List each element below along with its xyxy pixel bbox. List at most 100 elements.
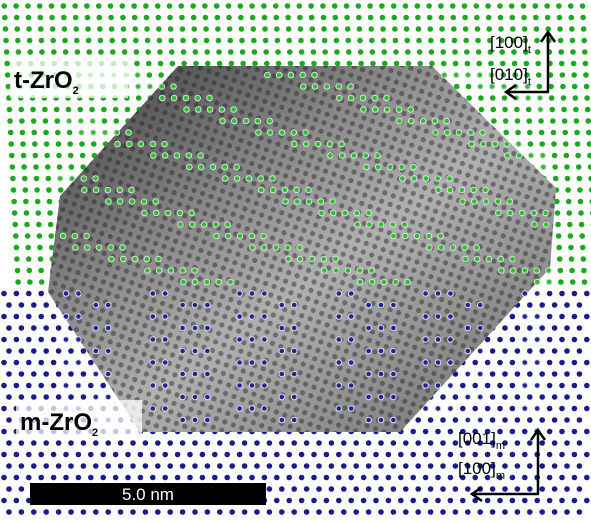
atom-dot (440, 486, 446, 492)
atom-dot (205, 61, 211, 67)
atom-dot (27, 49, 33, 55)
atom-dot (267, 440, 273, 446)
atom-dot (192, 463, 198, 469)
atom-dot (353, 486, 359, 492)
atom-dot (205, 463, 211, 469)
atom-dot (381, 279, 387, 285)
atom-dot (348, 337, 354, 343)
atom-dot (168, 38, 174, 44)
atom-dot (472, 383, 478, 389)
atom-dot (270, 187, 276, 193)
atom-dot (560, 84, 566, 90)
atom-dot (130, 509, 136, 515)
atom-dot (527, 509, 533, 515)
atom-dot (353, 463, 359, 469)
atom-dot (101, 107, 107, 113)
atom-dot (496, 210, 502, 216)
atom-dot (242, 509, 248, 515)
atom-dot (577, 417, 583, 423)
atom-dot (478, 95, 484, 101)
atom-dot (143, 3, 149, 9)
atom-dot (522, 452, 528, 458)
atom-dot (527, 440, 533, 446)
atom-dot (527, 371, 533, 377)
atom-dot (448, 337, 454, 343)
atom-dot (509, 15, 515, 21)
atom-dot (358, 61, 364, 67)
atom-dot (316, 463, 322, 469)
atom-dot (31, 325, 37, 331)
atom-dot (360, 95, 366, 101)
atom-dot (515, 486, 521, 492)
atom-dot (448, 498, 454, 504)
atom-dot (348, 314, 354, 320)
atom-dot (336, 360, 342, 366)
atom-dot (490, 95, 496, 101)
atom-dot (303, 130, 309, 136)
atom-dot (222, 164, 228, 170)
atom-dot (552, 486, 558, 492)
atom-dot (368, 26, 374, 32)
atom-dot (93, 509, 99, 515)
atom-dot (86, 49, 92, 55)
atom-dot (231, 118, 237, 124)
atom-dot (288, 61, 294, 67)
atom-dot (465, 72, 471, 78)
atom-dot (415, 3, 421, 9)
atom-dot (217, 440, 223, 446)
atom-dot (207, 95, 213, 101)
atom-dot (56, 440, 62, 446)
atom-dot (38, 337, 44, 343)
atom-dot (491, 118, 497, 124)
atom-dot (538, 107, 544, 113)
atom-dot (68, 440, 74, 446)
atom-dot (348, 406, 354, 412)
atom-dot (464, 49, 470, 55)
atom-dot (497, 498, 503, 504)
atom-dot (577, 463, 583, 469)
atom-dot (403, 509, 409, 515)
atom-dot (162, 153, 168, 159)
atom-dot (435, 176, 441, 182)
atom-dot (220, 118, 226, 124)
atom-dot (405, 49, 411, 55)
atom-dot (393, 38, 399, 44)
atom-dot (1, 383, 7, 389)
atom-dot (477, 417, 483, 423)
atom-dot (378, 325, 384, 331)
atom-dot (33, 153, 39, 159)
atom-dot (122, 49, 128, 55)
atom-dot (105, 371, 111, 377)
atom-dot (381, 38, 387, 44)
atom-dot (263, 49, 269, 55)
atom-dot (569, 26, 575, 32)
atom-dot (66, 118, 72, 124)
atom-dot (334, 38, 340, 44)
atom-dot (402, 222, 408, 228)
atom-dot (378, 440, 384, 446)
atom-dot (240, 49, 246, 55)
atom-dot (67, 130, 73, 136)
atom-dot (581, 26, 587, 32)
atom-dot (369, 268, 375, 274)
atom-dot (279, 509, 285, 515)
atom-dot (336, 314, 342, 320)
atom-dot (450, 15, 456, 21)
atom-dot (339, 141, 345, 147)
atom-dot (497, 383, 503, 389)
atom-dot (242, 440, 248, 446)
atom-dot (246, 176, 252, 182)
atom-dot (102, 118, 108, 124)
atom-dot (44, 153, 50, 159)
atom-dot (463, 256, 469, 262)
atom-dot (547, 498, 553, 504)
atom-dot (76, 291, 82, 297)
atom-dot (262, 26, 268, 32)
atom-dot (113, 475, 119, 481)
atom-dot (304, 509, 310, 515)
atom-dot (68, 509, 74, 515)
atom-dot (150, 141, 156, 147)
atom-dot (279, 440, 285, 446)
atom-dot (560, 72, 566, 78)
atom-dot (552, 371, 558, 377)
